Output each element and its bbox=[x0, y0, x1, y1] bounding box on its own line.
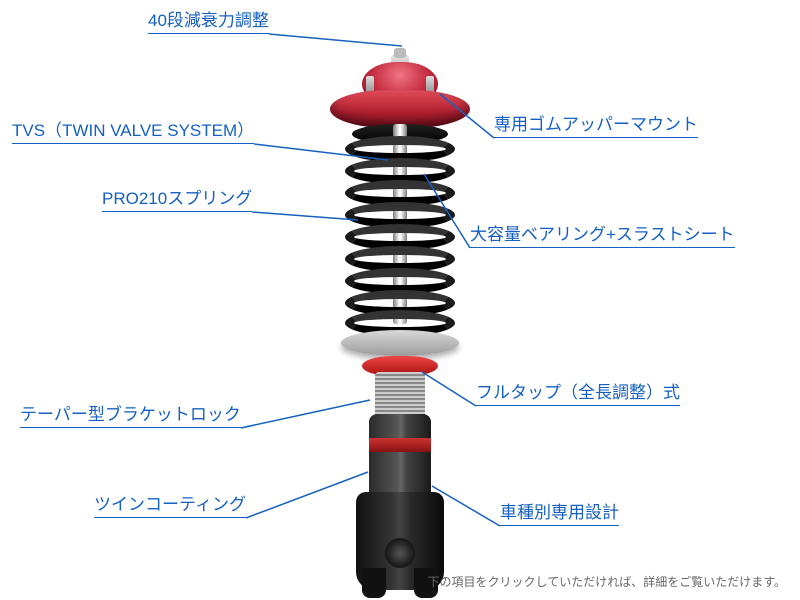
callout-bracket-lock[interactable]: テーパー型ブラケットロック bbox=[20, 400, 241, 428]
upper-mount-plate bbox=[330, 90, 470, 128]
callout-bearing[interactable]: 大容量ベアリング+スラストシート bbox=[470, 220, 735, 248]
callout-tvs[interactable]: TVS（TWIN VALVE SYSTEM） bbox=[12, 116, 254, 144]
callout-top[interactable]: 40段減衰力調整 bbox=[148, 6, 269, 34]
callout-fulltap[interactable]: フルタップ（全長調整）式 bbox=[476, 378, 680, 406]
damper-body bbox=[369, 414, 431, 504]
threaded-body bbox=[375, 372, 425, 418]
callout-upper-mount[interactable]: 専用ゴムアッパーマウント bbox=[494, 110, 698, 138]
footer-note: 下の項目をクリックしていただければ、詳細をご覧いただけます。 bbox=[428, 573, 786, 590]
callout-coating[interactable]: ツインコーティング bbox=[94, 490, 246, 518]
spring-seat-bottom bbox=[341, 330, 459, 356]
callout-vehicle-specific[interactable]: 車種別専用設計 bbox=[500, 498, 619, 526]
callout-spring[interactable]: PRO210スプリング bbox=[102, 184, 252, 212]
damper-label-band bbox=[369, 438, 431, 452]
coil-spring bbox=[345, 136, 455, 336]
bracket-bore bbox=[385, 538, 415, 568]
